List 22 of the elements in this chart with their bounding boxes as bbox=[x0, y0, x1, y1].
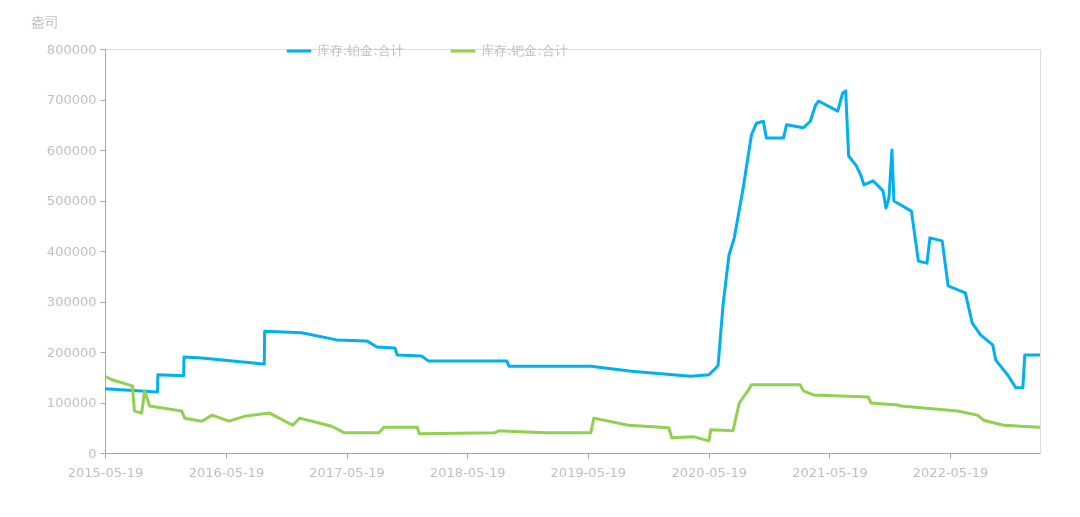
y-tick-label: 400000 bbox=[46, 243, 97, 259]
x-tick-label: 2016-05-19 bbox=[188, 464, 265, 480]
x-tick-label: 2020-05-19 bbox=[671, 464, 748, 480]
y-tick-label: 200000 bbox=[46, 344, 97, 360]
y-tick-label: 0 bbox=[88, 445, 97, 461]
legend-label: 库存:钯金:合计 bbox=[481, 43, 568, 58]
x-tick-label: 2022-05-19 bbox=[912, 464, 989, 480]
x-tick-label: 2015-05-19 bbox=[67, 464, 144, 480]
y-tick-label: 500000 bbox=[46, 193, 97, 208]
x-tick-label: 2018-05-19 bbox=[429, 464, 506, 480]
x-tick-label: 2021-05-19 bbox=[792, 464, 868, 480]
y-tick-label: 100000 bbox=[46, 395, 97, 410]
y-tick-label: 300000 bbox=[46, 294, 97, 309]
legend-label: 库存:铂金:合计 bbox=[317, 43, 404, 58]
x-tick-label: 2019-05-19 bbox=[550, 464, 627, 480]
y-tick-label: 700000 bbox=[46, 92, 97, 107]
y-tick-label: 600000 bbox=[46, 142, 97, 158]
line-series bbox=[103, 374, 1042, 443]
y-axis-title: 盎司 bbox=[30, 13, 59, 30]
line-series bbox=[103, 89, 1042, 394]
x-tick-label: 2017-05-19 bbox=[309, 464, 385, 480]
y-tick-label: 800000 bbox=[46, 41, 97, 57]
